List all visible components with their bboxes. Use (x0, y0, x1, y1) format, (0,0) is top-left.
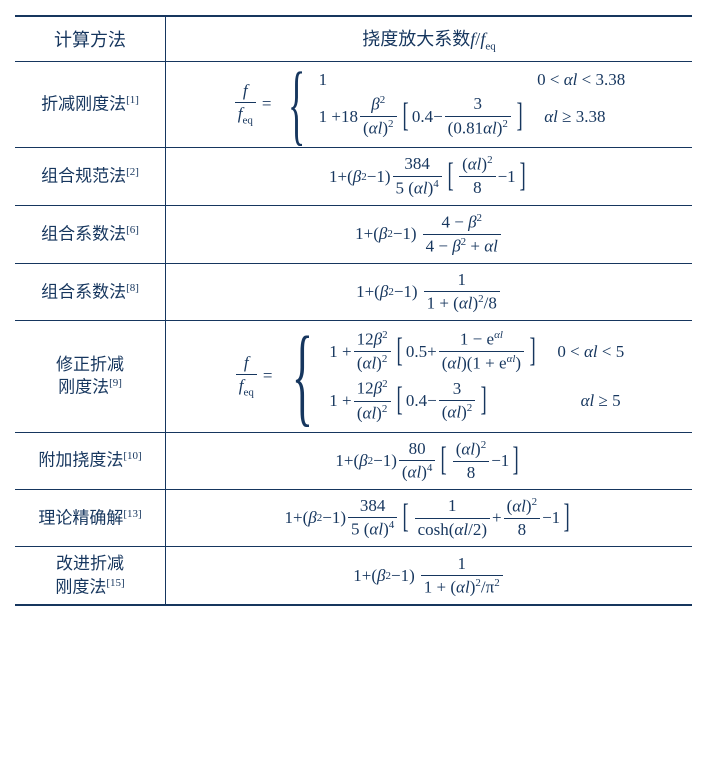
formula-cell: 1 + (β2 − 1) 1 1 + (αl)2/π2 (166, 547, 693, 605)
formula-cell: 1 + (β2 − 1) 80 (αl)4 [ (αl)2 8 − 1 ] (166, 432, 693, 489)
deflection-formula-table: 计算方法 挠度放大系数f/feq 折减刚度法[1] f feq = { (15, 15, 692, 606)
method-name: 组合系数法[8] (15, 263, 166, 320)
table-row: 理论精确解[13] 1 + (β2 − 1) 384 5 (αl)4 [ 1 c… (15, 489, 692, 546)
method-name: 修正折减 刚度法[9] (15, 321, 166, 432)
formula-cell: 1 + (β2 − 1) 4 − β2 4 − β2 + αl (166, 205, 693, 263)
header-method: 计算方法 (15, 16, 166, 61)
table-row: 组合规范法[2] 1 + (β2 − 1) 384 5 (αl)4 [ (αl)… (15, 148, 692, 205)
table-row: 组合系数法[8] 1 + (β2 − 1) 1 1 + (αl)2/8 (15, 263, 692, 320)
method-name: 组合规范法[2] (15, 148, 166, 205)
table-row: 组合系数法[6] 1 + (β2 − 1) 4 − β2 4 − β2 + αl (15, 205, 692, 263)
table-row: 附加挠度法[10] 1 + (β2 − 1) 80 (αl)4 [ (αl)2 … (15, 432, 692, 489)
formula-cell: f feq = { 1 0 < αl (166, 61, 693, 148)
formula-cell: f feq = { 1 + 12β2 (αl (166, 321, 693, 432)
method-name: 理论精确解[13] (15, 489, 166, 546)
method-name: 折减刚度法[1] (15, 61, 166, 148)
table-row: 修正折减 刚度法[9] f feq = { 1 + (15, 321, 692, 432)
header-formula: 挠度放大系数f/feq (166, 16, 693, 61)
formula-cell: 1 + (β2 − 1) 384 5 (αl)4 [ (αl)2 8 − 1 ] (166, 148, 693, 205)
table-row: 改进折减 刚度法[15] 1 + (β2 − 1) 1 1 + (αl)2/π2 (15, 547, 692, 605)
method-name: 组合系数法[6] (15, 205, 166, 263)
table-header-row: 计算方法 挠度放大系数f/feq (15, 16, 692, 61)
formula-cell: 1 + (β2 − 1) 1 1 + (αl)2/8 (166, 263, 693, 320)
method-name: 附加挠度法[10] (15, 432, 166, 489)
method-name: 改进折减 刚度法[15] (15, 547, 166, 605)
formula-cell: 1 + (β2 − 1) 384 5 (αl)4 [ 1 cosh(αl/2) … (166, 489, 693, 546)
table-row: 折减刚度法[1] f feq = { 1 (15, 61, 692, 148)
